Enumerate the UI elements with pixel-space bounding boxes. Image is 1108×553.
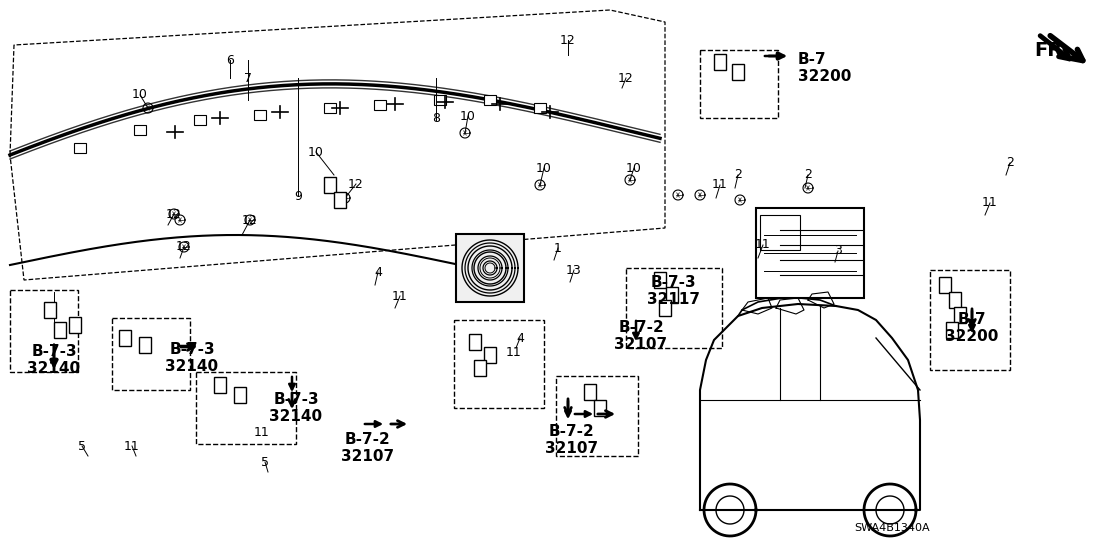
Text: 1: 1 [554, 242, 562, 254]
Bar [756, 208, 864, 298]
Bar [484, 95, 496, 105]
Bar [134, 125, 146, 135]
Bar [659, 300, 671, 316]
Text: 10: 10 [308, 145, 324, 159]
Text: 6: 6 [226, 54, 234, 66]
Bar [119, 330, 131, 346]
Bar [594, 400, 606, 416]
Bar [666, 287, 678, 303]
Text: SWA4B1340A: SWA4B1340A [854, 523, 930, 533]
Bar [948, 292, 961, 308]
Bar [375, 100, 386, 110]
Bar [74, 143, 86, 153]
Bar [930, 270, 1010, 370]
Bar [112, 318, 189, 390]
Bar [556, 376, 638, 456]
Text: 11: 11 [392, 290, 408, 302]
Bar [324, 103, 336, 113]
Text: 2: 2 [1006, 156, 1014, 170]
Text: 9: 9 [294, 190, 302, 202]
Bar [69, 317, 81, 333]
Text: 8: 8 [432, 112, 440, 124]
Text: 10: 10 [536, 161, 552, 175]
Bar [254, 110, 266, 120]
Bar [938, 277, 951, 293]
Bar [194, 115, 206, 125]
Text: B-7-3
32140: B-7-3 32140 [28, 344, 81, 376]
Text: 12: 12 [176, 241, 192, 253]
Bar [732, 64, 743, 80]
Bar [626, 268, 722, 348]
Text: 11: 11 [124, 440, 140, 452]
Text: 12: 12 [243, 213, 258, 227]
Text: B-7-2
32107: B-7-2 32107 [545, 424, 598, 456]
Text: 5: 5 [78, 440, 86, 452]
Bar [434, 95, 447, 105]
Text: 10: 10 [132, 88, 148, 102]
Text: 3: 3 [834, 244, 842, 258]
Text: 7: 7 [244, 71, 252, 85]
Bar [454, 320, 544, 408]
Bar [700, 50, 778, 118]
Text: B-7-3
32140: B-7-3 32140 [165, 342, 218, 374]
Text: 10: 10 [626, 161, 642, 175]
Bar [474, 360, 486, 376]
Text: 12: 12 [618, 71, 634, 85]
Bar [196, 372, 296, 444]
Text: 11: 11 [254, 425, 270, 439]
Text: 11: 11 [506, 346, 522, 358]
Text: 11: 11 [712, 179, 728, 191]
Text: 13: 13 [566, 263, 582, 276]
Bar [946, 322, 958, 338]
Text: 2: 2 [735, 169, 742, 181]
Text: 12: 12 [348, 178, 363, 190]
Bar [654, 272, 666, 288]
Text: 4: 4 [375, 265, 382, 279]
Bar [54, 322, 66, 338]
Text: B-7
32200: B-7 32200 [945, 312, 998, 344]
Bar [138, 337, 151, 353]
Text: B-7
32200: B-7 32200 [798, 52, 851, 84]
Text: 4: 4 [516, 331, 524, 345]
Bar [10, 290, 78, 372]
Bar [44, 302, 57, 318]
Text: B-7-2
32107: B-7-2 32107 [341, 432, 394, 464]
Text: B-7-3
32140: B-7-3 32140 [269, 392, 322, 424]
Bar [469, 334, 481, 350]
Bar [484, 347, 496, 363]
Text: 12: 12 [166, 207, 182, 221]
Bar [234, 387, 246, 403]
Bar [760, 215, 800, 250]
Bar [334, 192, 346, 208]
Text: 10: 10 [460, 109, 476, 123]
Bar [954, 307, 966, 323]
Text: 12: 12 [561, 34, 576, 46]
Text: B-7-2
32107: B-7-2 32107 [615, 320, 667, 352]
Bar [714, 54, 726, 70]
Text: B-7-3
32117: B-7-3 32117 [646, 275, 699, 307]
Text: FR.: FR. [1034, 40, 1070, 60]
Text: 11: 11 [756, 238, 771, 252]
Text: 5: 5 [261, 456, 269, 468]
Bar [324, 177, 336, 193]
Text: 11: 11 [982, 196, 998, 210]
Bar [534, 103, 546, 113]
Bar [214, 377, 226, 393]
Bar [456, 234, 524, 302]
Bar [584, 384, 596, 400]
Text: 2: 2 [804, 169, 812, 181]
